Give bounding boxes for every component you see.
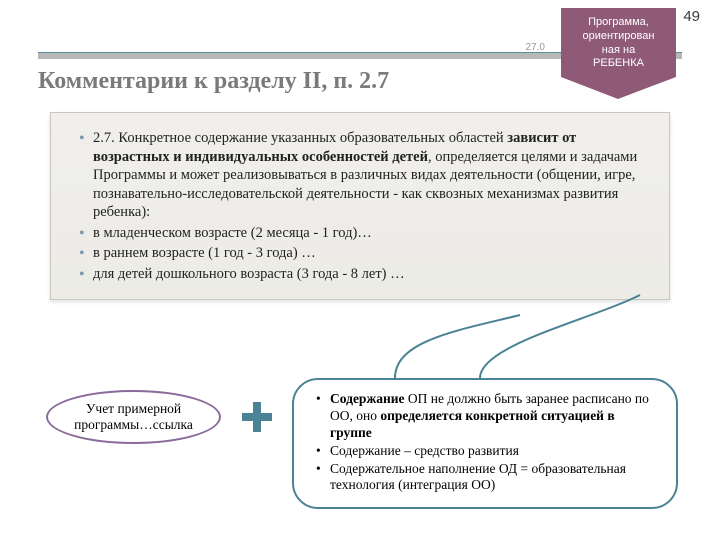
content-item-1: 2.7. Конкретное содержание указанных обр… <box>79 129 649 222</box>
arrow-line1: Программа, <box>588 16 649 28</box>
plus-icon <box>242 402 272 432</box>
text-bold: Содержание <box>330 391 405 406</box>
note-item-3: Содержательное наполнение ОД = образоват… <box>316 461 658 495</box>
arrow-label: Программа, ориентирован ная на РЕБЕНКА <box>561 8 676 77</box>
arrow-line2: ориентирован <box>583 30 655 42</box>
page-number: 49 <box>683 8 700 25</box>
content-panel: 2.7. Конкретное содержание указанных обр… <box>50 112 670 300</box>
arrow-down-icon <box>561 77 676 99</box>
note-panel: Содержание ОП не должно быть заранее рас… <box>292 378 678 509</box>
arrow-line4: РЕБЕНКА <box>593 57 644 69</box>
oval-callout: Учет примерной программы…ссылка <box>46 390 221 444</box>
note-item-2: Содержание – средство развития <box>316 443 658 460</box>
arrow-line3: ная на <box>602 44 635 56</box>
content-item-2: в младенческом возрасте (2 месяца - 1 го… <box>79 224 649 243</box>
oval-text: Учет примерной программы…ссылка <box>58 401 209 433</box>
note-item-1: Содержание ОП не должно быть заранее рас… <box>316 391 658 442</box>
text-fragment: 2.7. Конкретное содержание указанных обр… <box>93 130 507 146</box>
arrow-callout: Программа, ориентирован ная на РЕБЕНКА <box>561 8 676 99</box>
content-item-3: в раннем возрасте (1 год - 3 года) … <box>79 244 649 263</box>
content-item-4: для детей дошкольного возраста (3 года -… <box>79 265 649 284</box>
slide-title: Комментарии к разделу II, п. 2.7 <box>38 68 389 95</box>
